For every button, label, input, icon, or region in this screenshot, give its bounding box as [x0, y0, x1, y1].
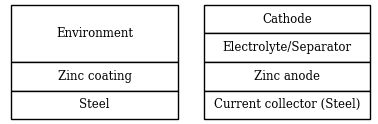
Text: Steel: Steel — [79, 98, 110, 111]
Text: Zinc coating: Zinc coating — [57, 70, 132, 83]
Text: Electrolyte/Separator: Electrolyte/Separator — [223, 41, 352, 54]
Bar — [11, 5, 178, 62]
Bar — [204, 62, 370, 91]
Text: Environment: Environment — [56, 27, 133, 40]
Text: Current collector (Steel): Current collector (Steel) — [214, 98, 361, 111]
Text: Zinc anode: Zinc anode — [254, 70, 320, 83]
Text: Cathode: Cathode — [262, 13, 312, 26]
Bar — [204, 33, 370, 62]
Bar — [11, 91, 178, 119]
Bar — [204, 5, 370, 33]
Bar — [204, 91, 370, 119]
Bar — [11, 62, 178, 91]
